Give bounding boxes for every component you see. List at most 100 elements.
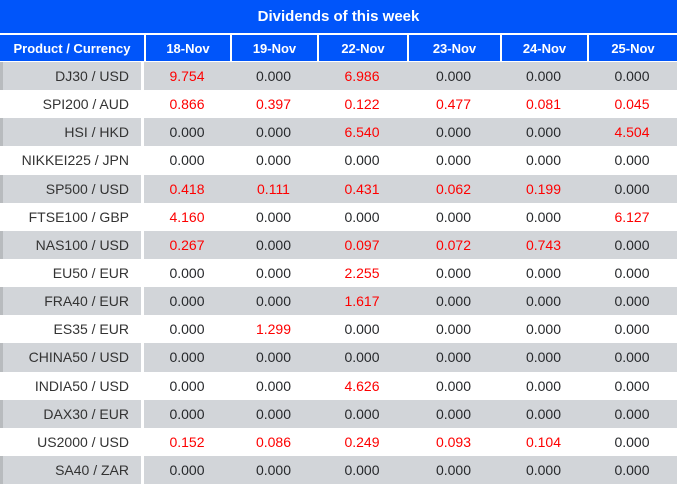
table-row: DAX30 / EUR 0.000 0.000 0.000 0.000 0.000 0.00… <box>0 399 677 428</box>
product-cell: DAX30 / EUR <box>0 399 144 428</box>
dividend-value-cell: 0.000 <box>525 152 562 169</box>
dividend-value-cell: 0.000 <box>525 462 562 479</box>
dividend-value-cell: 0.000 <box>525 68 562 85</box>
dividend-value-cell: 0.267 <box>169 236 205 253</box>
table-row: DJ30 / USD 9.754 0.000 6.986 0.000 0.000 0.000 <box>0 62 677 91</box>
dividend-value-cell: 0.000 <box>525 321 562 338</box>
table-row: NIKKEI225 / JPN 0.000 0.000 0.000 0.000 0.000… <box>0 146 677 175</box>
dividend-value-cell: 0.000 <box>614 462 650 479</box>
table-title: Dividends of this week <box>257 8 420 25</box>
product-cell: SP500 / USD <box>0 174 144 203</box>
dividend-value-cell: 0.086 <box>255 433 292 450</box>
table-row: ES35 / EUR 0.000 1.299 0.000 0.000 0.000 0.000 <box>0 315 677 344</box>
table-row: SPI200 / AUD 0.866 0.397 0.122 0.477 0.081 0.0… <box>0 90 677 119</box>
product-cell: HSI / HKD <box>0 118 144 147</box>
dividend-value-cell: 0.000 <box>255 293 292 310</box>
date-column-header: 22-Nov <box>317 35 407 61</box>
dividend-value-cell: 0.000 <box>435 208 472 225</box>
product-cell: SA40 / ZAR <box>0 455 144 484</box>
dividend-value-cell: 0.000 <box>169 152 205 169</box>
table-row: SA40 / ZAR 0.000 0.000 0.000 0.000 0.000 0.000 <box>0 455 677 484</box>
dividend-value-cell: 0.000 <box>344 462 380 479</box>
dividend-value-cell: 0.000 <box>435 152 472 169</box>
product-cell: DJ30 / USD <box>0 62 144 91</box>
product-cell: CHINA50 / USD <box>0 343 144 372</box>
dividend-value-cell: 0.081 <box>525 96 562 113</box>
dividend-value-cell: 0.000 <box>255 208 292 225</box>
dividend-value-cell: 0.000 <box>435 293 472 310</box>
date-column-header: 23-Nov <box>407 35 500 61</box>
table-row: NAS100 / USD 0.267 0.000 0.097 0.072 0.743 0.0… <box>0 230 677 259</box>
dividend-value-cell: 0.000 <box>435 265 472 282</box>
dividend-value-cell: 0.111 <box>257 180 290 197</box>
table-body: DJ30 / USD 9.754 0.000 6.986 0.000 0.000 0.000… <box>0 62 677 484</box>
table-row: FTSE100 / GBP 4.160 0.000 0.000 0.000 0.000 6.… <box>0 202 677 231</box>
dividend-value-cell: 0.000 <box>435 349 472 366</box>
dividend-value-cell: 0.000 <box>344 208 380 225</box>
product-cell: EU50 / EUR <box>0 258 144 288</box>
date-column-header: 19-Nov <box>230 35 317 61</box>
dividend-value-cell: 0.062 <box>435 180 472 197</box>
dividend-value-cell: 0.249 <box>344 433 380 450</box>
dividend-value-cell: 0.000 <box>614 433 650 450</box>
dividend-value-cell: 0.000 <box>525 124 562 141</box>
table-row: SP500 / USD 0.418 0.111 0.431 0.062 0.199 0.00… <box>0 174 677 203</box>
table-header-row: Product / Currency 18-Nov 19-Nov 22-Nov 23-N… <box>0 33 677 62</box>
table-title-bar: Dividends of this week <box>0 0 677 33</box>
dividend-value-cell: 0.000 <box>169 377 205 394</box>
product-cell: INDIA50 / USD <box>0 371 144 400</box>
dividend-value-cell: 0.477 <box>435 96 472 113</box>
dividend-value-cell: 0.000 <box>435 462 472 479</box>
product-cell: FTSE100 / GBP <box>0 202 144 231</box>
dividend-value-cell: 9.754 <box>169 68 205 85</box>
dividend-value-cell: 0.000 <box>435 377 472 394</box>
dividend-value-cell: 0.000 <box>525 265 562 282</box>
dividend-value-cell: 0.000 <box>525 208 562 225</box>
date-column-header: 24-Nov <box>500 35 587 61</box>
table-row: EU50 / EUR 0.000 0.000 2.255 0.000 0.000 0.000 <box>0 258 677 288</box>
dividend-value-cell: 1.299 <box>255 321 292 338</box>
product-cell: NAS100 / USD <box>0 230 144 259</box>
dividend-value-cell: 0.000 <box>255 377 292 394</box>
dividend-value-cell: 0.418 <box>169 180 205 197</box>
dividend-value-cell: 0.152 <box>169 433 205 450</box>
dividend-value-cell: 0.000 <box>169 321 205 338</box>
dividend-value-cell: 0.000 <box>255 124 292 141</box>
dividend-value-cell: 4.160 <box>169 208 205 225</box>
dividend-value-cell: 0.000 <box>255 265 292 282</box>
dividend-value-cell: 0.000 <box>169 124 205 141</box>
dividend-value-cell: 6.986 <box>344 68 380 85</box>
dividend-value-cell: 0.000 <box>435 321 472 338</box>
dividend-value-cell: 0.000 <box>255 236 292 253</box>
table-row: INDIA50 / USD 0.000 0.000 4.626 0.000 0.000 0.… <box>0 371 677 400</box>
dividend-value-cell: 0.097 <box>344 236 380 253</box>
dividend-value-cell: 0.104 <box>525 433 562 450</box>
dividend-value-cell: 0.000 <box>435 124 472 141</box>
dividend-value-cell: 0.000 <box>525 377 562 394</box>
product-cell: FRA40 / EUR <box>0 287 144 316</box>
dividend-value-cell: 0.000 <box>344 321 380 338</box>
dividend-value-cell: 0.000 <box>614 265 650 282</box>
dividend-value-cell: 0.045 <box>614 96 650 113</box>
dividend-value-cell: 0.000 <box>614 405 650 422</box>
table-row: HSI / HKD 0.000 0.000 6.540 0.000 0.000 4.504 <box>0 118 677 147</box>
dividend-value-cell: 0.000 <box>255 68 292 85</box>
date-column-header: 25-Nov <box>587 35 677 61</box>
dividend-value-cell: 0.000 <box>344 349 380 366</box>
dividend-value-cell: 1.617 <box>344 293 380 310</box>
table-row: CHINA50 / USD 0.000 0.000 0.000 0.000 0.000 0.… <box>0 343 677 372</box>
dividend-value-cell: 0.000 <box>614 293 650 310</box>
dividend-value-cell: 0.000 <box>169 462 205 479</box>
dividend-value-cell: 0.000 <box>525 293 562 310</box>
dividend-value-cell: 0.431 <box>344 180 380 197</box>
dividend-value-cell: 0.000 <box>169 293 205 310</box>
dividend-value-cell: 0.000 <box>255 405 292 422</box>
product-cell: NIKKEI225 / JPN <box>0 146 144 175</box>
dividend-value-cell: 0.397 <box>255 96 292 113</box>
dividend-value-cell: 0.000 <box>255 349 292 366</box>
dividend-value-cell: 0.199 <box>525 180 562 197</box>
dividend-value-cell: 4.626 <box>344 377 380 394</box>
dividend-value-cell: 6.540 <box>344 124 380 141</box>
dividend-value-cell: 0.000 <box>614 180 650 197</box>
